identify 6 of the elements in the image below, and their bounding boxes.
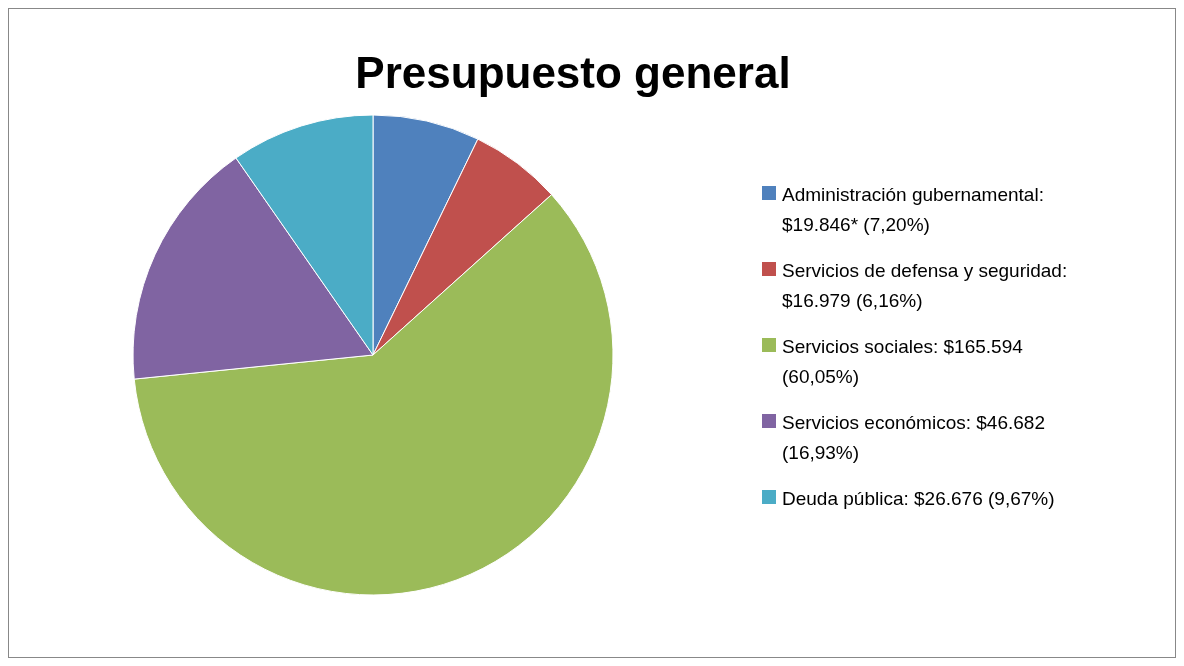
legend-label: Servicios sociales: $165.594 (60,05%) [782,336,1024,387]
chart-title: Presupuesto general [355,48,791,97]
legend-label: Deuda pública: $26.676 (9,67%) [782,488,1055,509]
legend-label: Administración gubernamental: $19.846* (7,20%) [782,184,1044,235]
legend-label: Servicios económicos: $46.682 (16,93%) [782,412,1045,463]
legend-label: Servicios de defensa y seguridad: $16.979 (6,16%) [782,260,1068,311]
